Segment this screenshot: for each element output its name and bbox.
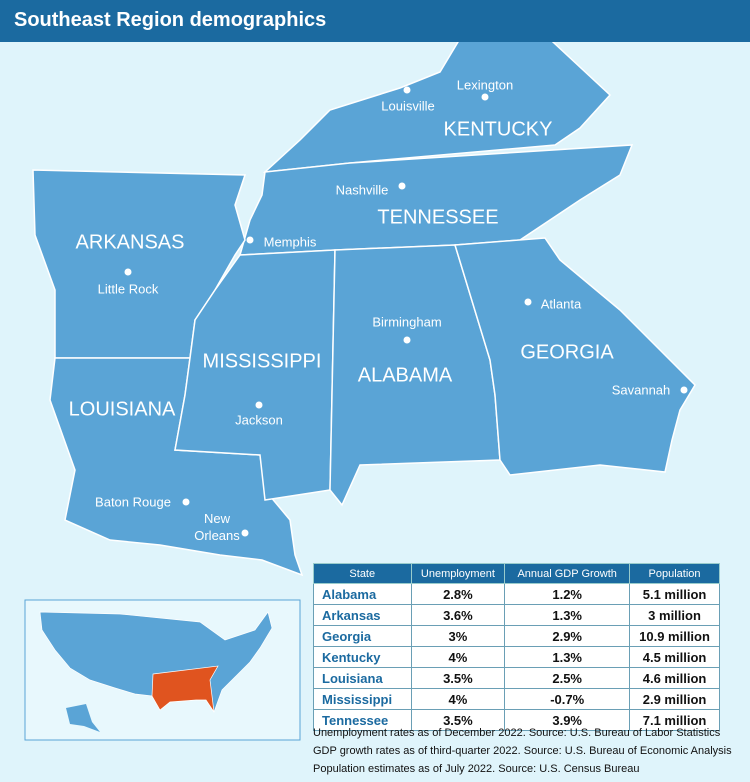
city-dot bbox=[524, 298, 532, 306]
value-cell: 2.9% bbox=[504, 625, 631, 647]
city-label: Louisville bbox=[381, 98, 435, 114]
city-label: Savannah bbox=[611, 382, 671, 398]
table-row: Arkansas 3.6% 1.3% 3 million bbox=[313, 604, 720, 626]
state-cell: Arkansas bbox=[313, 604, 412, 626]
state-cell: Mississippi bbox=[313, 688, 412, 710]
note: GDP growth rates as of third-quarter 202… bbox=[313, 745, 732, 757]
table-row: Georgia 3% 2.9% 10.9 million bbox=[313, 625, 720, 647]
value-cell: 3.6% bbox=[410, 604, 506, 626]
value-cell: 1.3% bbox=[504, 646, 631, 668]
column-header: Annual GDP Growth bbox=[504, 563, 631, 584]
city-dot bbox=[398, 182, 406, 190]
state-label: GEORGIA bbox=[520, 341, 614, 364]
city-label: Memphis bbox=[263, 234, 317, 250]
city-label: Atlanta bbox=[540, 296, 582, 312]
southeast-shape bbox=[151, 665, 219, 713]
value-cell: 2.9 million bbox=[629, 688, 720, 710]
city-dot bbox=[255, 401, 263, 409]
georgia-shape bbox=[454, 237, 696, 476]
value-cell: 5.1 million bbox=[629, 583, 720, 605]
value-cell: 4% bbox=[410, 646, 506, 668]
table-row: Louisiana 3.5% 2.5% 4.6 million bbox=[313, 667, 720, 689]
city-dot bbox=[403, 336, 411, 344]
table-body: Alabama 2.8% 1.2% 5.1 million Arkansas 3.6% 1.… bbox=[313, 583, 720, 731]
value-cell: 3.9% bbox=[504, 709, 631, 731]
city-dot bbox=[246, 236, 254, 244]
state-cell: Georgia bbox=[313, 625, 412, 647]
value-cell: 10.9 million bbox=[629, 625, 720, 647]
city-dot bbox=[182, 498, 190, 506]
inset-map bbox=[24, 599, 301, 741]
table-row: Mississippi 4% -0.7% 2.9 million bbox=[313, 688, 720, 710]
note: Population estimates as of July 2022. So… bbox=[313, 763, 640, 775]
value-cell: 1.3% bbox=[504, 604, 631, 626]
value-cell: 4.5 million bbox=[629, 646, 720, 668]
city-dot bbox=[481, 93, 489, 101]
value-cell: 3 million bbox=[629, 604, 720, 626]
city-label: Nashville bbox=[335, 182, 389, 198]
alaska-shape bbox=[66, 704, 100, 732]
column-header: Population bbox=[629, 563, 720, 584]
state-label: LOUISIANA bbox=[68, 398, 176, 421]
state-label: KENTUCKY bbox=[443, 118, 553, 141]
value-cell: 3.5% bbox=[410, 667, 506, 689]
value-cell: 2.5% bbox=[504, 667, 631, 689]
city-label: Lexington bbox=[456, 77, 514, 93]
note: Unemployment rates as of December 2022. … bbox=[313, 727, 721, 739]
value-cell: 4% bbox=[410, 688, 506, 710]
city-dot bbox=[241, 529, 249, 537]
state-label: TENNESSEE bbox=[377, 206, 499, 229]
state-label: ALABAMA bbox=[357, 364, 453, 387]
state-label: MISSISSIPPI bbox=[202, 350, 322, 373]
value-cell: 7.1 million bbox=[629, 709, 720, 731]
value-cell: 2.8% bbox=[410, 583, 506, 605]
value-cell: 1.2% bbox=[504, 583, 631, 605]
data-table: State Unemployment Annual GDP Growth Popula… bbox=[313, 563, 720, 731]
state-cell: Louisiana bbox=[313, 667, 412, 689]
value-cell: 4.6 million bbox=[629, 667, 720, 689]
table-row: Alabama 2.8% 1.2% 5.1 million bbox=[313, 583, 720, 605]
states bbox=[32, 21, 696, 577]
state-cell: Alabama bbox=[313, 583, 412, 605]
city-dot bbox=[403, 86, 411, 94]
table-row: Kentucky 4% 1.3% 4.5 million bbox=[313, 646, 720, 668]
value-cell: 3.5% bbox=[410, 709, 506, 731]
header: Southeast Region demographics bbox=[0, 0, 750, 42]
table-row: Tennessee 3.5% 3.9% 7.1 million bbox=[313, 709, 720, 731]
city-dot bbox=[124, 268, 132, 276]
title: Southeast Region demographics bbox=[14, 9, 327, 31]
city-dot bbox=[680, 386, 688, 394]
value-cell: -0.7% bbox=[504, 688, 631, 710]
column-header: State bbox=[313, 563, 412, 584]
city-label: New Orleans bbox=[194, 511, 240, 543]
city-dots bbox=[124, 86, 688, 537]
state-label: ARKANSAS bbox=[75, 231, 185, 254]
city-label: Jackson bbox=[235, 412, 283, 428]
city-label: Baton Rouge bbox=[95, 494, 171, 510]
state-cell: Tennessee bbox=[313, 709, 412, 731]
column-header: Unemployment bbox=[410, 563, 506, 584]
city-label: Little Rock bbox=[97, 281, 159, 297]
table-header: State Unemployment Annual GDP Growth Popula… bbox=[313, 563, 720, 584]
state-cell: Kentucky bbox=[313, 646, 412, 668]
city-label: Birmingham bbox=[372, 314, 442, 330]
value-cell: 3% bbox=[410, 625, 506, 647]
